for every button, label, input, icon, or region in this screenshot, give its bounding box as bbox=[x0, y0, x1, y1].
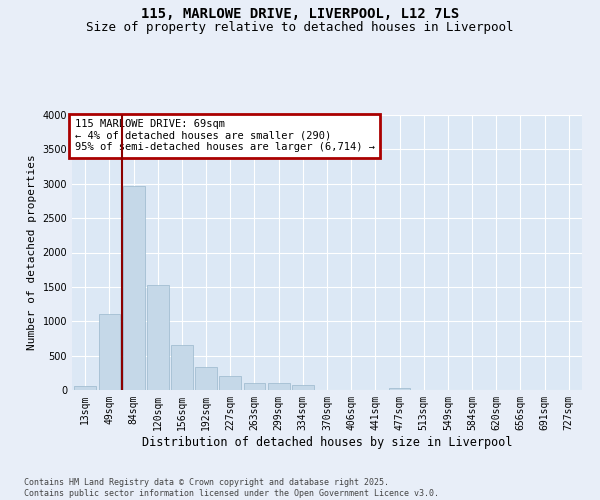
Bar bbox=[389, 388, 410, 390]
Text: Size of property relative to detached houses in Liverpool: Size of property relative to detached ho… bbox=[86, 21, 514, 34]
X-axis label: Distribution of detached houses by size in Liverpool: Distribution of detached houses by size … bbox=[142, 436, 512, 448]
Bar bbox=[171, 346, 193, 390]
Text: Contains HM Land Registry data © Crown copyright and database right 2025.
Contai: Contains HM Land Registry data © Crown c… bbox=[24, 478, 439, 498]
Bar bbox=[220, 376, 241, 390]
Bar bbox=[147, 285, 169, 390]
Bar bbox=[292, 385, 314, 390]
Bar bbox=[244, 384, 265, 390]
Bar bbox=[123, 186, 145, 390]
Bar bbox=[195, 366, 217, 390]
Text: 115 MARLOWE DRIVE: 69sqm
← 4% of detached houses are smaller (290)
95% of semi-d: 115 MARLOWE DRIVE: 69sqm ← 4% of detache… bbox=[74, 119, 374, 152]
Bar bbox=[98, 314, 121, 390]
Y-axis label: Number of detached properties: Number of detached properties bbox=[27, 154, 37, 350]
Bar bbox=[74, 386, 96, 390]
Text: 115, MARLOWE DRIVE, LIVERPOOL, L12 7LS: 115, MARLOWE DRIVE, LIVERPOOL, L12 7LS bbox=[141, 8, 459, 22]
Bar bbox=[268, 384, 290, 390]
